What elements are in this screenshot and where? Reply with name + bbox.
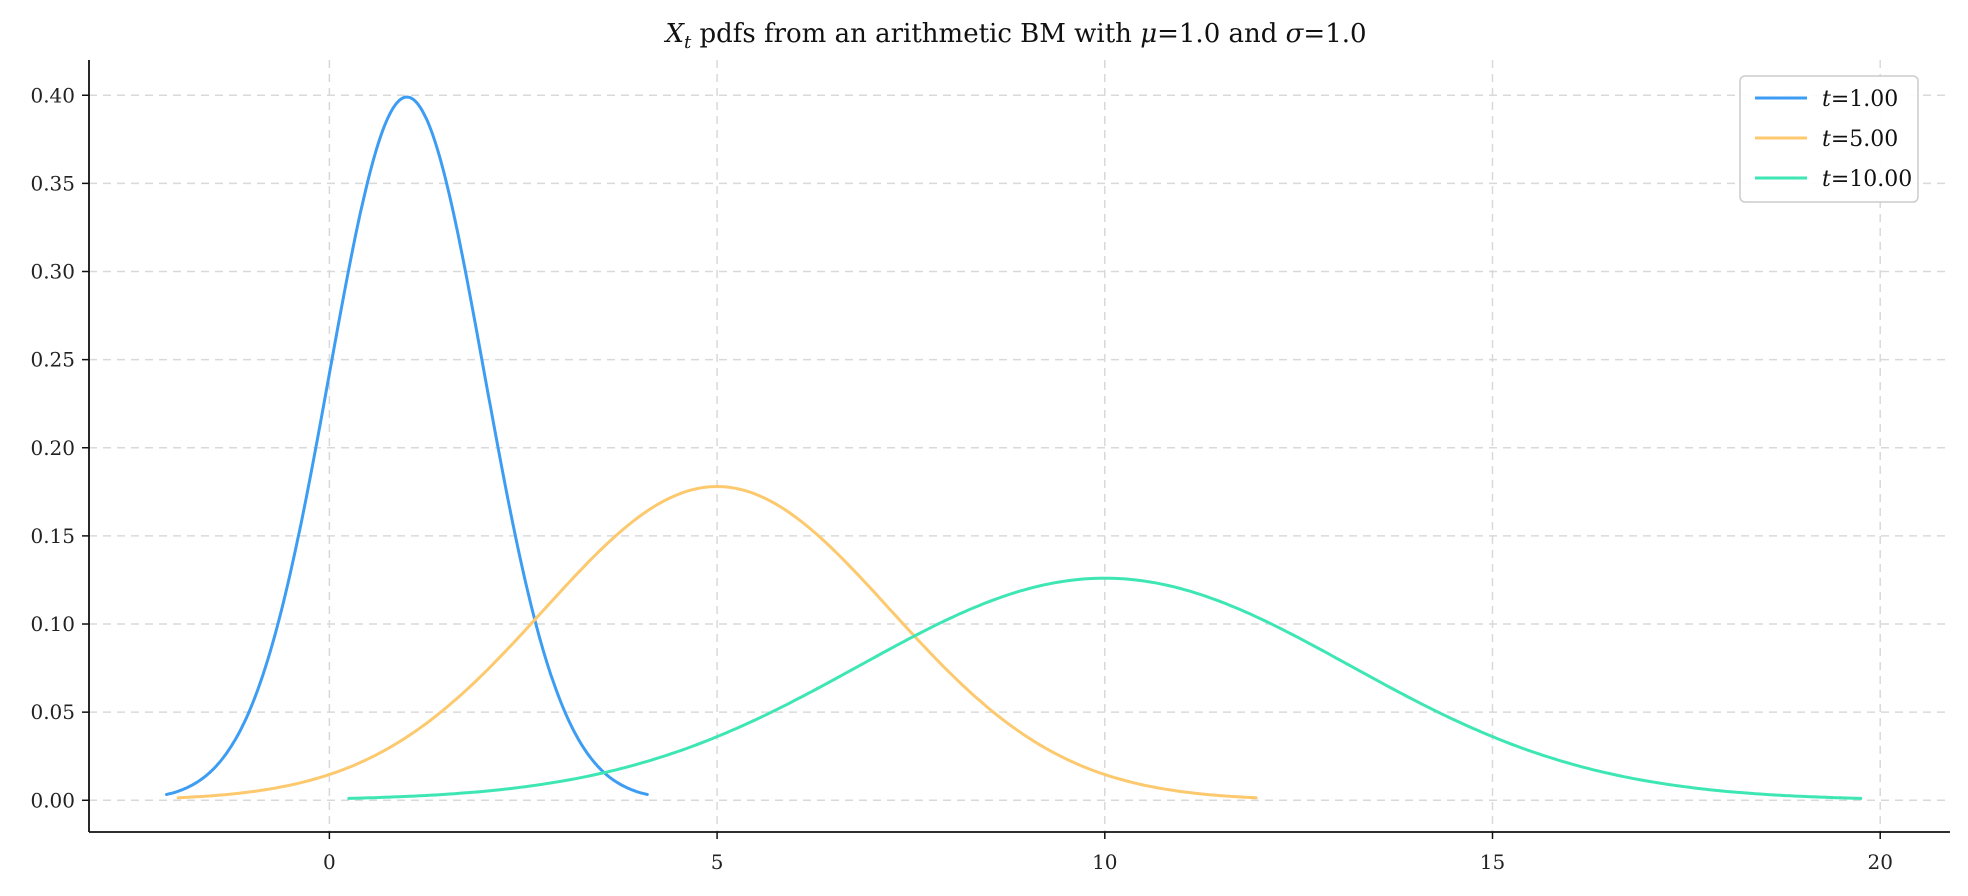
y-tick-label: 0.40	[30, 83, 75, 107]
series-lines	[165, 95, 1863, 800]
y-tick-label: 0.00	[30, 788, 75, 812]
grid	[89, 60, 1950, 832]
y-tick-label: 0.15	[30, 524, 75, 548]
x-tick-label: 5	[711, 850, 724, 874]
axes	[88, 60, 1950, 833]
y-ticks: 0.00 0.05 0.10 0.15 0.20 0.25 0.30 0.35 0.40	[30, 83, 89, 812]
y-tick-label: 0.10	[30, 612, 75, 636]
y-tick-label: 0.35	[30, 171, 75, 195]
x-ticks: 0 5 10 15 20	[323, 832, 1893, 874]
x-tick-label: 10	[1092, 850, 1117, 874]
legend: t=1.00 t=5.00 t=10.00	[1739, 75, 1919, 203]
series-line-3	[347, 576, 1863, 800]
series-line-1	[165, 95, 649, 796]
legend-label: t=10.00	[1822, 167, 1912, 192]
series-line-2	[176, 485, 1258, 800]
y-tick-label: 0.05	[30, 700, 75, 724]
chart-title: Xt pdfs from an arithmetic BM with μ=1.0…	[663, 19, 1366, 53]
y-tick-label: 0.20	[30, 436, 75, 460]
x-tick-label: 0	[323, 850, 336, 874]
y-tick-label: 0.30	[30, 260, 75, 284]
y-tick-label: 0.25	[30, 348, 75, 372]
legend-box	[1739, 75, 1919, 203]
x-tick-label: 20	[1867, 850, 1892, 874]
legend-label: t=5.00	[1822, 127, 1898, 152]
legend-label: t=1.00	[1822, 87, 1898, 112]
x-tick-label: 15	[1480, 850, 1505, 874]
